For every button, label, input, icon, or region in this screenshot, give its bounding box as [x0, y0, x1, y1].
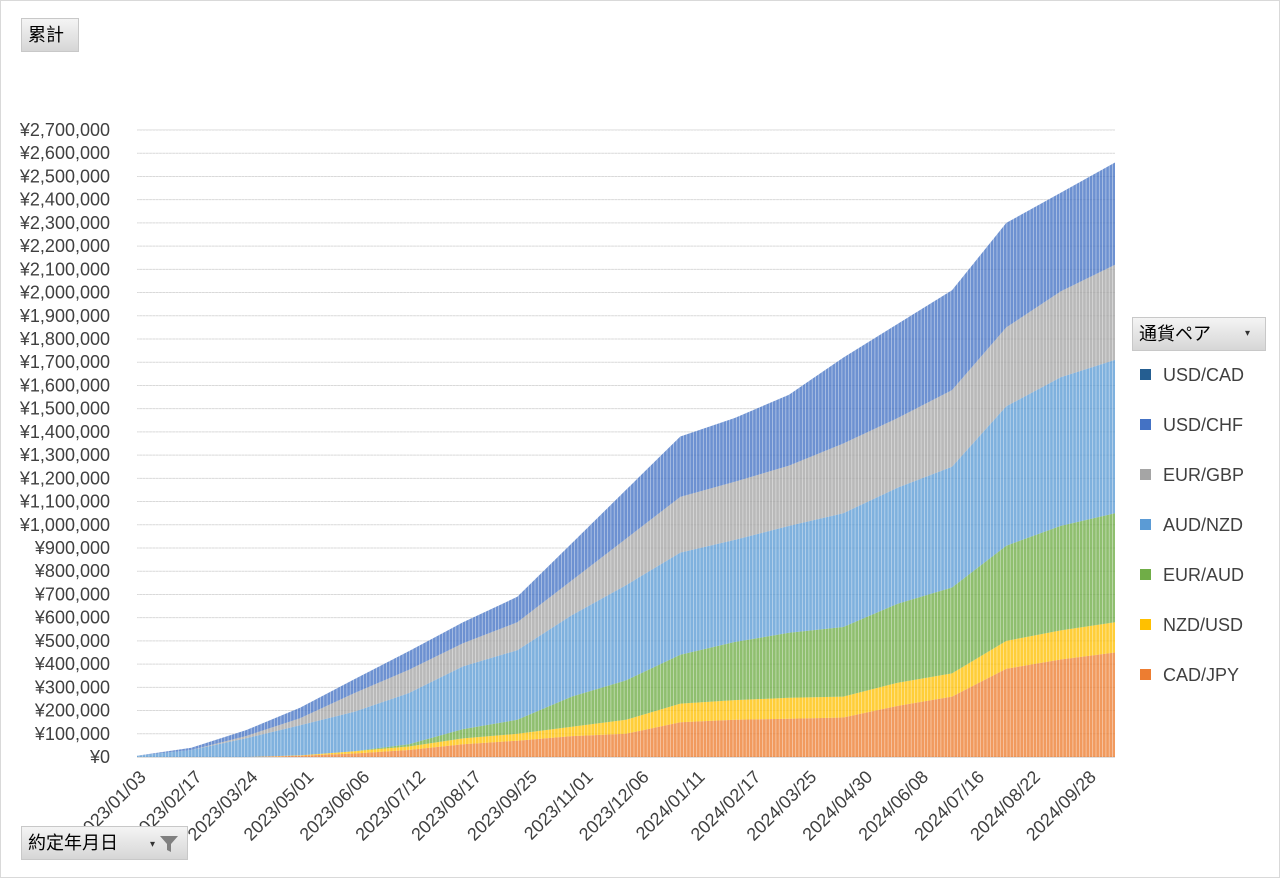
legend-swatch: [1140, 419, 1151, 431]
legend-label: USD/CHF: [1163, 415, 1243, 435]
series-area-nzd-usd: [137, 622, 1115, 757]
legend-item[interactable]: USD/CAD: [1140, 364, 1244, 386]
series-area-eur-aud: [137, 513, 1115, 757]
y-tick-label: ¥200,000: [34, 701, 110, 721]
y-tick-label: ¥1,000,000: [19, 515, 110, 535]
axis-field-button[interactable]: 約定年月日 ▾: [21, 826, 188, 860]
y-tick-label: ¥900,000: [34, 538, 110, 558]
y-tick-label: ¥1,200,000: [19, 468, 110, 488]
y-tick-label: ¥1,400,000: [19, 422, 110, 442]
legend-label: EUR/GBP: [1163, 465, 1245, 485]
bar-stripe-texture: [138, 130, 1113, 757]
y-tick-label: ¥1,900,000: [19, 306, 110, 326]
legend-item[interactable]: CAD/JPY: [1140, 664, 1239, 686]
dropdown-arrow-icon[interactable]: ▾: [150, 839, 156, 850]
legend-field-label: 通貨ペア: [1139, 324, 1211, 344]
filter-icon[interactable]: [159, 834, 179, 854]
legend-label: AUD/NZD: [1163, 515, 1243, 535]
y-tick-label: ¥2,600,000: [19, 143, 110, 163]
y-tick-label: ¥100,000: [34, 724, 110, 744]
y-tick-label: ¥700,000: [34, 584, 110, 604]
y-tick-label: ¥2,200,000: [19, 236, 110, 256]
y-tick-label: ¥2,500,000: [19, 166, 110, 186]
x-axis-ticks: 2023/01/032023/02/172023/03/242023/05/01…: [72, 767, 1100, 845]
y-tick-label: ¥2,300,000: [19, 213, 110, 233]
series-area-usd-chf: [137, 162, 1115, 756]
legend-swatch: [1140, 369, 1151, 381]
y-tick-label: ¥1,500,000: [19, 399, 110, 419]
legend-swatch: [1140, 469, 1151, 481]
y-tick-label: ¥1,100,000: [19, 492, 110, 512]
y-tick-label: ¥2,100,000: [19, 259, 110, 279]
legend-item[interactable]: NZD/USD: [1140, 614, 1243, 636]
y-tick-label: ¥2,000,000: [19, 283, 110, 303]
y-tick-label: ¥1,600,000: [19, 375, 110, 395]
y-tick-label: ¥1,300,000: [19, 445, 110, 465]
y-tick-label: ¥800,000: [34, 561, 110, 581]
legend-swatch: [1140, 569, 1151, 581]
y-tick-label: ¥300,000: [34, 677, 110, 697]
legend-swatch: [1140, 669, 1151, 681]
legend-field-button[interactable]: 通貨ペア ▾: [1132, 317, 1266, 351]
y-tick-label: ¥2,400,000: [19, 190, 110, 210]
y-tick-label: ¥2,700,000: [19, 120, 110, 140]
legend-item[interactable]: USD/CHF: [1140, 414, 1243, 436]
legend-item[interactable]: EUR/GBP: [1140, 464, 1244, 486]
legend-swatch: [1140, 619, 1151, 631]
legend-label: USD/CAD: [1163, 365, 1245, 385]
y-tick-label: ¥1,700,000: [19, 352, 110, 372]
stacked-areas: [137, 162, 1115, 757]
legend-item[interactable]: AUD/NZD: [1140, 514, 1243, 536]
y-tick-label: ¥600,000: [34, 608, 110, 628]
axis-field-label: 約定年月日: [28, 833, 118, 853]
value-field-button[interactable]: 累計: [21, 18, 79, 52]
series-area-cad-jpy: [137, 652, 1115, 757]
legend-label: NZD/USD: [1163, 615, 1243, 635]
legend-swatch: [1140, 519, 1151, 531]
legend-label: CAD/JPY: [1163, 665, 1240, 685]
y-tick-label: ¥500,000: [34, 631, 110, 651]
bar-stripes: [138, 130, 1113, 757]
legend-label: EUR/AUD: [1163, 565, 1245, 585]
value-field-label: 累計: [28, 25, 64, 45]
y-tick-label: ¥0: [89, 747, 110, 767]
y-tick-label: ¥400,000: [34, 654, 110, 674]
y-tick-label: ¥1,800,000: [19, 329, 110, 349]
dropdown-arrow-icon[interactable]: ▾: [1245, 328, 1251, 339]
series-area-aud-nzd: [137, 359, 1115, 757]
legend-item[interactable]: EUR/AUD: [1140, 564, 1244, 586]
y-axis-ticks: ¥0 ¥100,000 ¥200,000 ¥300,000 ¥400,000 ¥500,0…: [19, 120, 110, 767]
